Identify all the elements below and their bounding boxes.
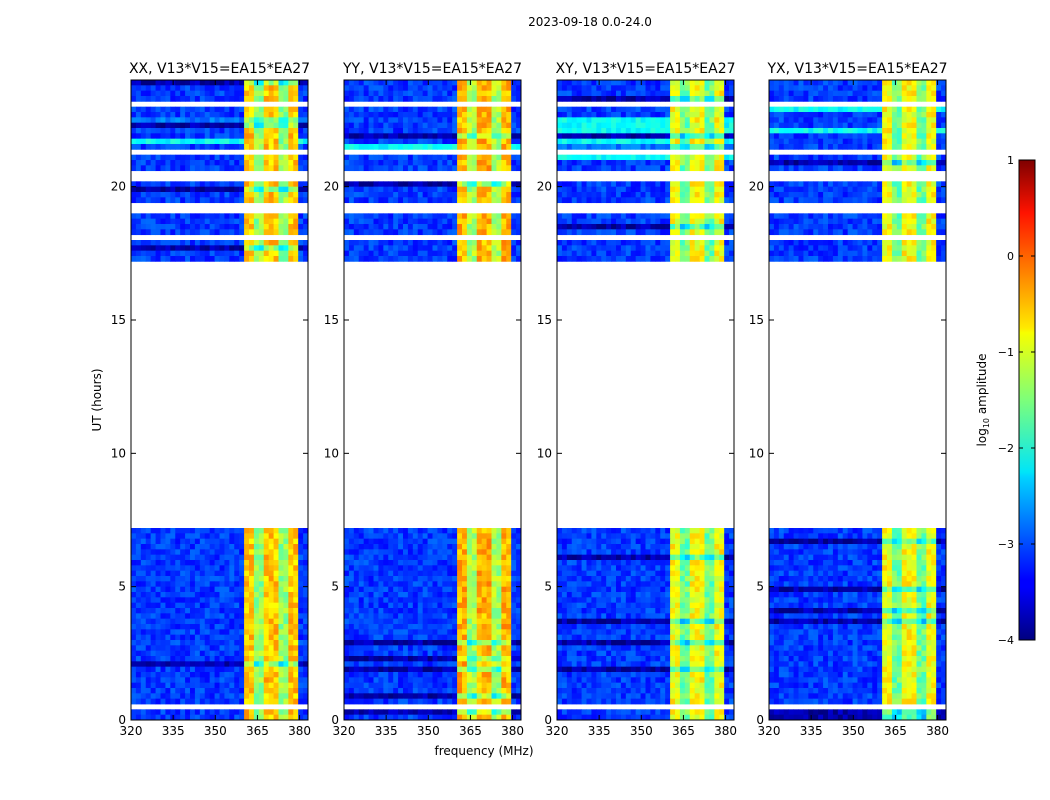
panel-4: YX, V13*V15=EA15*EA27 320 335 350 365 380 0 5 10… bbox=[749, 61, 949, 738]
panel-title: XX, V13*V15=EA15*EA27 bbox=[129, 61, 310, 77]
panel-frame bbox=[343, 79, 522, 721]
x-tick-label: 365 bbox=[884, 724, 907, 738]
y-tick-label: 5 bbox=[756, 580, 764, 594]
y-tick-label: 0 bbox=[118, 713, 126, 727]
heatmap-cells bbox=[769, 80, 947, 721]
y-tick-label: 0 bbox=[544, 713, 552, 727]
x-tick-label: 380 bbox=[501, 724, 524, 738]
heatmap-cells bbox=[131, 80, 309, 721]
y-tick-label: 15 bbox=[749, 313, 764, 327]
y-tick-label: 20 bbox=[324, 180, 339, 194]
x-tick-label: 350 bbox=[204, 724, 227, 738]
y-tick-label: 10 bbox=[111, 446, 126, 460]
y-tick-label: 10 bbox=[537, 446, 552, 460]
x-tick-label: 350 bbox=[630, 724, 653, 738]
panel-1: XX, V13*V15=EA15*EA27 320 335 350 365 380 0 5 10… bbox=[111, 61, 311, 738]
y-tick-label: 20 bbox=[749, 180, 764, 194]
y-tick-label: 10 bbox=[324, 446, 339, 460]
y-tick-label: 0 bbox=[756, 713, 764, 727]
colorbar-label-subscript: 10 bbox=[982, 418, 991, 428]
y-tick-label: 5 bbox=[331, 580, 339, 594]
x-tick-label: 320 bbox=[758, 724, 781, 738]
figure-suptitle: 2023-09-18 0.0-24.0 bbox=[528, 15, 652, 29]
y-tick-label: 5 bbox=[544, 580, 552, 594]
colorbar-label: log10 amplitude bbox=[975, 354, 991, 447]
panel-frame bbox=[556, 79, 735, 721]
y-tick-label: 20 bbox=[537, 180, 552, 194]
x-tick-label: 350 bbox=[842, 724, 865, 738]
panel-title: XY, V13*V15=EA15*EA27 bbox=[555, 61, 735, 77]
x-tick-label: 365 bbox=[246, 724, 269, 738]
x-tick-label: 320 bbox=[333, 724, 356, 738]
x-tick-label: 380 bbox=[926, 724, 949, 738]
x-tick-label: 365 bbox=[672, 724, 695, 738]
panel-title: YX, V13*V15=EA15*EA27 bbox=[766, 61, 947, 77]
x-axis-label: frequency (MHz) bbox=[434, 744, 533, 758]
y-tick-label: 20 bbox=[111, 180, 126, 194]
x-tick-label: 380 bbox=[714, 724, 737, 738]
y-tick-label: 5 bbox=[118, 580, 126, 594]
heatmap-cells bbox=[557, 80, 735, 721]
x-tick-label: 365 bbox=[459, 724, 482, 738]
x-tick-label: 335 bbox=[375, 724, 398, 738]
colorbar-gradient bbox=[1018, 159, 1036, 641]
colorbar-tick-label: −3 bbox=[998, 538, 1014, 551]
y-tick-label: 15 bbox=[111, 313, 126, 327]
panel-3: XY, V13*V15=EA15*EA27 320 335 350 365 380 0 5 10… bbox=[537, 61, 737, 738]
x-tick-label: 350 bbox=[417, 724, 440, 738]
colorbar-tick-label: −1 bbox=[998, 346, 1014, 359]
colorbar-tick-label: −4 bbox=[998, 634, 1014, 647]
panel-frame bbox=[768, 79, 947, 721]
colorbar-tick-label: 0 bbox=[1007, 250, 1014, 263]
x-tick-label: 320 bbox=[546, 724, 569, 738]
panel-frame bbox=[130, 79, 309, 721]
panel-title: YY, V13*V15=EA15*EA27 bbox=[342, 61, 522, 77]
colorbar: 10−1−2−3−4 log10 amplitude bbox=[975, 154, 1036, 647]
x-tick-label: 335 bbox=[588, 724, 611, 738]
panels: XX, V13*V15=EA15*EA27 320 335 350 365 380 0 5 10… bbox=[111, 61, 949, 738]
y-tick-label: 0 bbox=[331, 713, 339, 727]
colorbar-label-tail: amplitude bbox=[975, 354, 989, 418]
heatmap-cells bbox=[344, 80, 522, 721]
y-tick-label: 15 bbox=[324, 313, 339, 327]
panel-2: YY, V13*V15=EA15*EA27 320 335 350 365 380 0 5 10… bbox=[324, 61, 524, 738]
colorbar-ticks: 1 0 −1 −2 −3 −4 bbox=[998, 154, 1035, 647]
colorbar-tick-label: 1 bbox=[1007, 154, 1014, 167]
colorbar-tick-label: −2 bbox=[998, 442, 1014, 455]
x-tick-label: 335 bbox=[162, 724, 185, 738]
x-tick-label: 320 bbox=[120, 724, 143, 738]
y-tick-label: 10 bbox=[749, 446, 764, 460]
y-axis-label: UT (hours) bbox=[90, 368, 104, 431]
x-tick-label: 380 bbox=[288, 724, 311, 738]
x-tick-label: 335 bbox=[800, 724, 823, 738]
y-tick-label: 15 bbox=[537, 313, 552, 327]
